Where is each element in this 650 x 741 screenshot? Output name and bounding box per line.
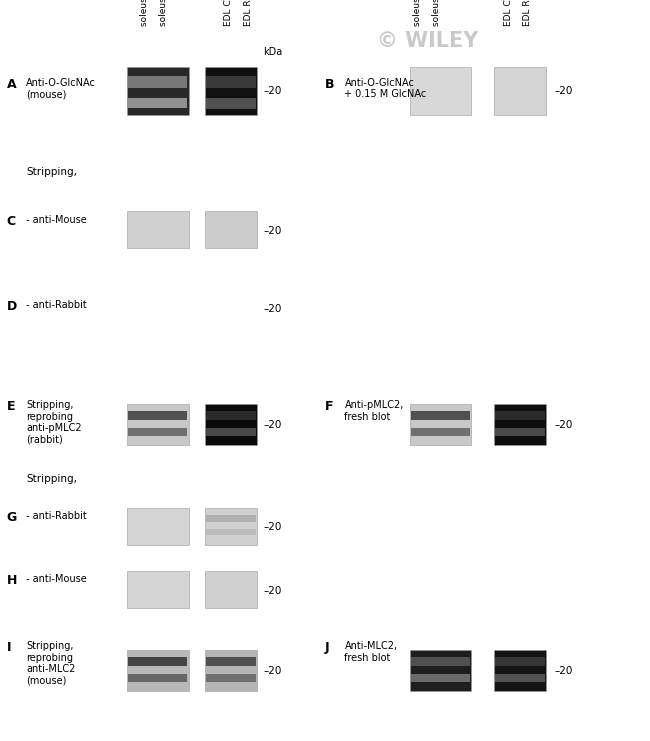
Text: soleus CTR: soleus CTR (140, 0, 149, 26)
Text: © WILEY: © WILEY (377, 31, 478, 50)
Bar (410, 650, 471, 691)
Bar (127, 67, 188, 115)
Bar (128, 428, 187, 436)
Text: Anti-MLC2,
fresh blot: Anti-MLC2, fresh blot (344, 641, 398, 662)
Bar (206, 99, 255, 109)
Bar (127, 650, 188, 691)
Bar (127, 211, 188, 248)
Text: Stripping,: Stripping, (26, 474, 77, 484)
Text: H: H (6, 574, 17, 588)
Text: - anti-Mouse: - anti-Mouse (26, 574, 86, 584)
Text: –20: –20 (554, 420, 573, 431)
Text: soleus RUN: soleus RUN (432, 0, 441, 26)
Bar (495, 411, 545, 420)
Text: - anti-Rabbit: - anti-Rabbit (26, 511, 86, 521)
Bar (128, 76, 187, 88)
Bar (206, 674, 255, 682)
Bar (206, 515, 255, 522)
Bar (494, 67, 546, 115)
Text: - anti-Rabbit: - anti-Rabbit (26, 300, 86, 310)
Text: Anti-O-GlcNAc
+ 0.15 M GlcNAc: Anti-O-GlcNAc + 0.15 M GlcNAc (344, 78, 427, 99)
Bar (128, 657, 187, 666)
Text: Stripping,
reprobing
anti-pMLC2
(rabbit): Stripping, reprobing anti-pMLC2 (rabbit) (26, 400, 82, 445)
Bar (205, 404, 257, 445)
Bar (495, 657, 545, 666)
Bar (494, 650, 546, 691)
Text: A: A (6, 78, 16, 91)
Bar (127, 571, 188, 608)
Text: –20: –20 (263, 226, 281, 236)
Bar (205, 650, 257, 691)
Bar (127, 508, 188, 545)
Text: Stripping,: Stripping, (26, 167, 77, 176)
Text: F: F (325, 400, 333, 413)
Bar (128, 98, 187, 107)
Text: - anti-Mouse: - anti-Mouse (26, 215, 86, 225)
Text: –20: –20 (263, 585, 281, 596)
Bar (205, 67, 257, 115)
Text: –20: –20 (263, 420, 281, 431)
Bar (495, 428, 545, 436)
Bar (206, 529, 255, 535)
Text: I: I (6, 641, 11, 654)
Text: –20: –20 (263, 304, 281, 314)
Bar (205, 571, 257, 608)
Bar (127, 404, 188, 445)
Bar (128, 674, 187, 682)
Bar (411, 428, 470, 436)
Text: soleus RUN: soleus RUN (159, 0, 168, 26)
Text: Anti-O-GlcNAc
(mouse): Anti-O-GlcNAc (mouse) (26, 78, 96, 99)
Text: B: B (325, 78, 335, 91)
Bar (205, 211, 257, 248)
Bar (411, 657, 470, 666)
Text: –20: –20 (263, 522, 281, 532)
Text: E: E (6, 400, 15, 413)
Bar (206, 428, 255, 436)
Text: C: C (6, 215, 16, 228)
Text: Anti-pMLC2,
fresh blot: Anti-pMLC2, fresh blot (344, 400, 404, 422)
Text: EDL CTR: EDL CTR (504, 0, 513, 26)
Text: EDL RUN: EDL RUN (244, 0, 253, 26)
Bar (410, 67, 471, 115)
Bar (128, 411, 187, 420)
Text: G: G (6, 511, 17, 525)
Bar (495, 674, 545, 682)
Bar (494, 404, 546, 445)
Bar (410, 404, 471, 445)
Bar (206, 411, 255, 420)
Text: Stripping,
reprobing
anti-MLC2
(mouse): Stripping, reprobing anti-MLC2 (mouse) (26, 641, 75, 685)
Bar (206, 657, 255, 666)
Bar (411, 411, 470, 420)
Text: –20: –20 (554, 666, 573, 677)
Text: J: J (325, 641, 330, 654)
Bar (411, 674, 470, 682)
Text: –20: –20 (263, 86, 281, 96)
Text: –20: –20 (554, 86, 573, 96)
Text: soleus CTR: soleus CTR (413, 0, 422, 26)
Text: EDL CTR: EDL CTR (224, 0, 233, 26)
Bar (205, 508, 257, 545)
Text: EDL RUN: EDL RUN (523, 0, 532, 26)
Text: D: D (6, 300, 17, 313)
Text: kDa: kDa (263, 47, 283, 57)
Bar (206, 76, 255, 88)
Text: –20: –20 (263, 666, 281, 677)
